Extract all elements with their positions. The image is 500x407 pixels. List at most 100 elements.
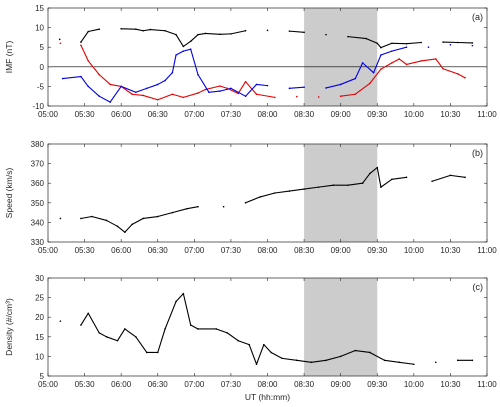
series-3-segment xyxy=(208,90,221,93)
series-2-segment xyxy=(380,62,393,70)
panel-1: -10 -5 0 5 10 15 05:00 05:30 06:00 06:30 07:00 07:3… xyxy=(4,4,497,119)
series-1-segment xyxy=(116,328,126,342)
data-point xyxy=(369,82,371,85)
series-1-segment xyxy=(175,34,184,47)
series-1-segment xyxy=(354,349,371,354)
x-tick-label: 07:30 xyxy=(221,246,242,255)
data-point xyxy=(244,29,247,32)
series-1-segment xyxy=(164,30,177,36)
series-3-segment xyxy=(157,79,166,85)
series-1-segment xyxy=(186,206,199,210)
data-point xyxy=(175,33,177,36)
series-3-segment xyxy=(288,86,305,89)
data-point xyxy=(391,178,393,181)
x-tick-label: 08:30 xyxy=(294,110,315,119)
data-point xyxy=(142,217,144,220)
data-point xyxy=(449,174,452,177)
series-1-segment xyxy=(80,312,89,326)
data-point xyxy=(59,320,62,322)
x-tick-label: 11:00 xyxy=(477,246,497,255)
data-point xyxy=(244,95,247,97)
highlight-interval xyxy=(304,278,378,376)
y-tick-label: -10 xyxy=(32,102,44,111)
panel-label: (b) xyxy=(472,148,483,158)
series-1-segment xyxy=(318,184,334,188)
data-point xyxy=(310,361,313,364)
series-1-segment xyxy=(325,355,342,361)
x-tick-label: 07:30 xyxy=(221,380,242,389)
series-2-segment xyxy=(197,88,206,94)
data-point xyxy=(204,88,207,91)
series-1-segment xyxy=(259,192,276,198)
data-point xyxy=(197,328,199,330)
data-point xyxy=(120,27,122,30)
x-tick-label: 08:30 xyxy=(294,380,315,389)
series-1-segment xyxy=(142,215,159,220)
series-1-segment xyxy=(142,29,151,32)
data-point xyxy=(442,41,444,43)
series-1-segment xyxy=(449,174,466,178)
data-point xyxy=(87,312,90,315)
series-3-segment xyxy=(175,50,184,56)
x-tick-label: 07:00 xyxy=(184,110,205,119)
data-point xyxy=(405,42,408,45)
series-1-segment xyxy=(248,344,258,365)
x-tick-label: 09:30 xyxy=(367,246,388,255)
data-point xyxy=(156,83,159,86)
x-tick-label: 05:30 xyxy=(75,246,96,255)
x-tick-label: 09:30 xyxy=(367,110,388,119)
y-axis-label: Density (#/cm³) xyxy=(4,298,14,356)
y-tick-label: 370 xyxy=(31,160,45,169)
data-point xyxy=(135,336,137,338)
data-point xyxy=(317,186,320,188)
data-point xyxy=(380,46,382,49)
data-point xyxy=(456,41,459,44)
data-point xyxy=(244,80,247,83)
data-point xyxy=(219,33,221,36)
x-tick-label: 09:00 xyxy=(331,380,352,389)
plot-frame xyxy=(47,277,488,377)
series-2-segment xyxy=(354,82,371,95)
series-1-segment xyxy=(376,42,382,49)
series-1-segment xyxy=(263,344,272,354)
series-2-segment xyxy=(109,83,122,87)
series-3-segment xyxy=(164,72,173,82)
panel-3: 5 10 15 20 25 30 05:00 05:30 06:00 06:30 07:00 07:3… xyxy=(4,274,497,389)
series-2-segment xyxy=(442,68,459,75)
x-tick-label: 11:00 xyxy=(477,110,497,119)
x-tick-label: 10:30 xyxy=(440,246,461,255)
series-1-segment xyxy=(380,178,393,188)
data-point xyxy=(361,182,364,184)
x-tick-label: 09:30 xyxy=(367,380,388,389)
series-1-segment xyxy=(135,336,148,354)
data-point xyxy=(325,33,327,36)
data-point xyxy=(380,68,382,70)
data-point xyxy=(303,86,305,88)
series-3-segment xyxy=(135,87,148,93)
series-1-segment xyxy=(362,172,371,184)
data-point xyxy=(339,83,342,86)
data-point xyxy=(456,73,459,75)
plot-frame xyxy=(47,143,488,243)
data-point xyxy=(80,75,82,78)
data-point xyxy=(266,29,269,32)
data-point xyxy=(431,180,433,183)
y-tick-label: 350 xyxy=(31,199,45,208)
data-point xyxy=(124,231,126,233)
data-point xyxy=(87,60,90,62)
data-point xyxy=(80,41,82,43)
data-point xyxy=(361,62,364,64)
data-point xyxy=(303,31,305,34)
series-1-segment xyxy=(245,196,261,204)
data-point xyxy=(164,328,166,330)
data-point xyxy=(405,46,408,48)
y-tick-label: 15 xyxy=(35,333,44,342)
series-3-segment xyxy=(325,83,342,89)
series-2-segment xyxy=(457,73,466,79)
data-point xyxy=(182,50,185,52)
data-point xyxy=(109,101,111,103)
data-point xyxy=(332,184,335,186)
series-1-segment xyxy=(431,174,451,182)
x-tick-label: 07:00 xyxy=(184,380,205,389)
data-point xyxy=(131,223,133,226)
